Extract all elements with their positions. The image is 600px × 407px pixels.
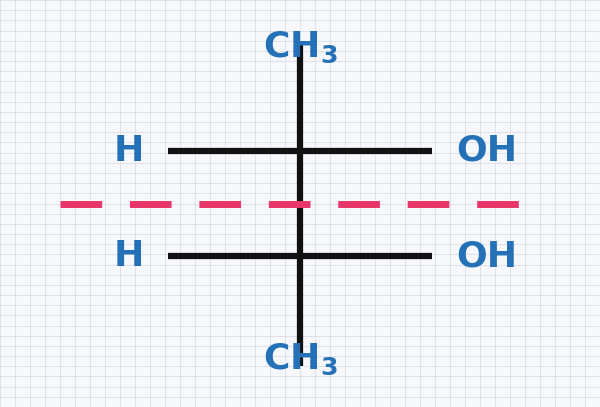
- Text: $\mathbf{CH_3}$: $\mathbf{CH_3}$: [263, 30, 337, 65]
- Text: OH: OH: [456, 239, 517, 274]
- Text: OH: OH: [456, 133, 517, 168]
- Text: $\mathbf{CH_3}$: $\mathbf{CH_3}$: [263, 342, 337, 377]
- Text: H: H: [113, 133, 144, 168]
- Text: H: H: [113, 239, 144, 274]
